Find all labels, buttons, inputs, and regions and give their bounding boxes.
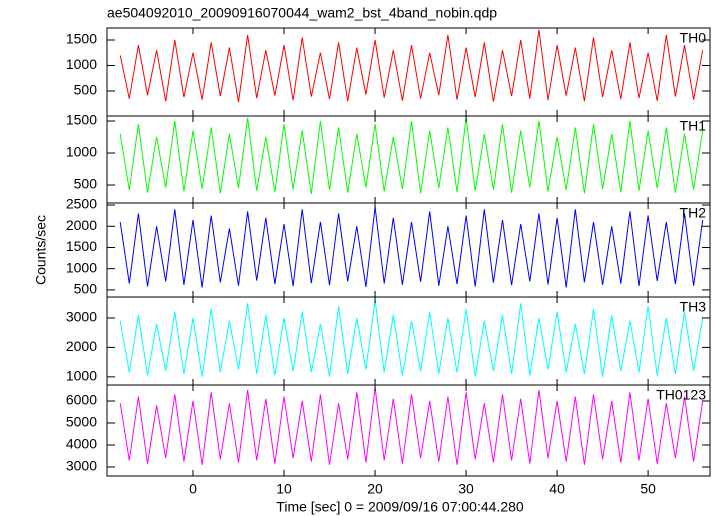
panel-label: TH2 bbox=[680, 205, 707, 221]
light-curve bbox=[119, 207, 704, 288]
y-tick-label: 2000 bbox=[66, 338, 97, 354]
panel-label: TH0 bbox=[680, 30, 707, 46]
chart-title: ae504092010_20090916070044_wam2_bst_4ban… bbox=[107, 5, 497, 21]
x-tick-label: 20 bbox=[367, 481, 383, 497]
y-tick-label: 1000 bbox=[66, 144, 97, 160]
y-tick-label: 2500 bbox=[66, 196, 97, 212]
y-tick-label: 500 bbox=[74, 281, 98, 297]
y-tick-label: 500 bbox=[74, 82, 98, 98]
light-curve bbox=[119, 300, 704, 377]
y-tick-label: 1000 bbox=[66, 259, 97, 275]
y-tick-label: 5000 bbox=[66, 414, 97, 430]
y-tick-label: 2000 bbox=[66, 217, 97, 233]
x-tick-label: 0 bbox=[189, 481, 197, 497]
y-tick-label: 1500 bbox=[66, 31, 97, 47]
y-tick-label: 4000 bbox=[66, 436, 97, 452]
y-axis-label: Counts/sec bbox=[33, 215, 49, 285]
y-tick-label: 6000 bbox=[66, 392, 97, 408]
panel-label: TH0123 bbox=[656, 387, 706, 403]
x-tick-label: 40 bbox=[549, 481, 565, 497]
x-tick-label: 30 bbox=[458, 481, 474, 497]
panel-frame bbox=[106, 384, 711, 477]
light-curve bbox=[119, 387, 704, 465]
y-tick-label: 1000 bbox=[66, 56, 97, 72]
x-tick-label: 10 bbox=[276, 481, 292, 497]
panel-frame bbox=[106, 27, 711, 117]
y-tick-label: 3000 bbox=[66, 309, 97, 325]
y-tick-label: 1500 bbox=[66, 238, 97, 254]
light-curve bbox=[119, 117, 704, 195]
panel-label: TH1 bbox=[680, 118, 707, 134]
x-tick-label: 50 bbox=[640, 481, 656, 497]
light-curve bbox=[119, 29, 704, 103]
x-axis-label: Time [sec] 0 = 2009/09/16 07:00:44.280 bbox=[276, 499, 524, 515]
y-tick-label: 500 bbox=[74, 176, 98, 192]
y-tick-label: 1000 bbox=[66, 368, 97, 384]
panel-label: TH3 bbox=[680, 299, 707, 315]
y-tick-label: 3000 bbox=[66, 458, 97, 474]
y-tick-label: 1500 bbox=[66, 112, 97, 128]
